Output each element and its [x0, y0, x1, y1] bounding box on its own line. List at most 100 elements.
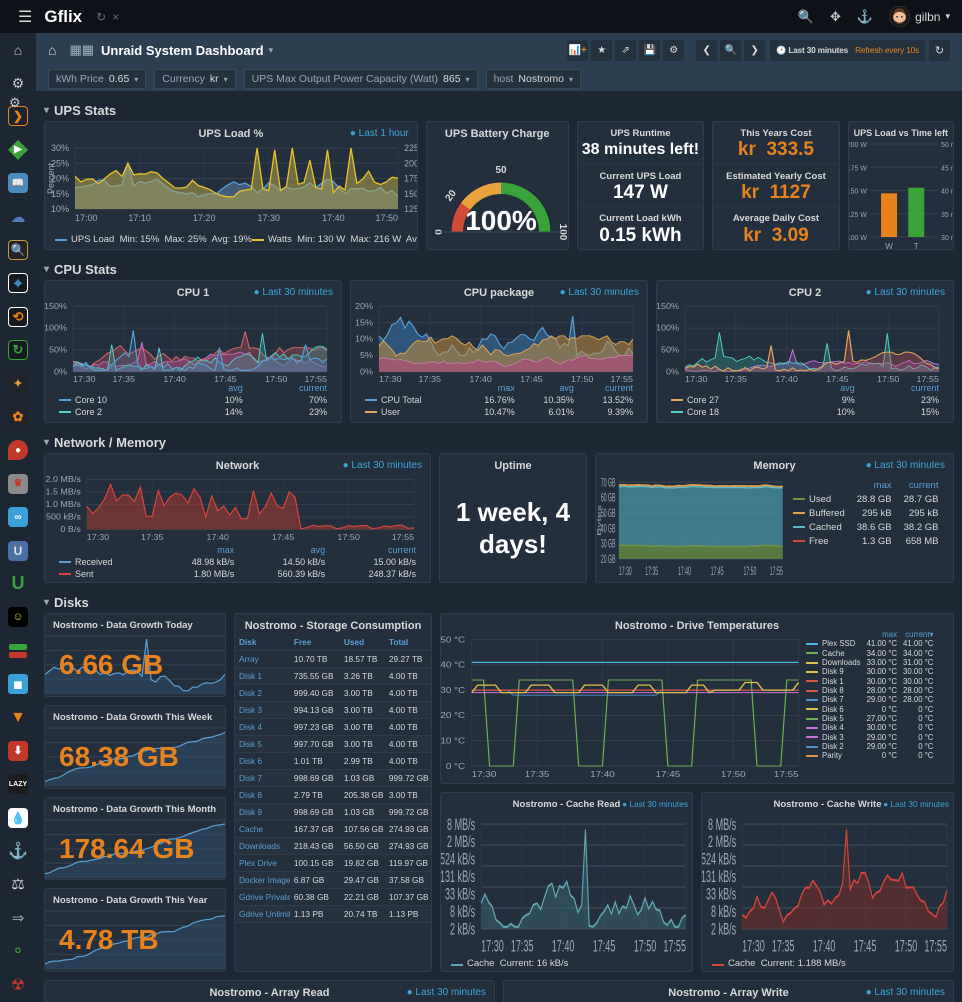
svg-text:50 °C: 50 °C: [441, 635, 466, 644]
svg-text:17:35: 17:35: [645, 565, 658, 578]
svg-text:200 W: 200 W: [404, 158, 418, 168]
svg-text:125 W: 125 W: [404, 204, 418, 214]
svg-text:17:10: 17:10: [128, 213, 151, 223]
svg-text:17:35: 17:35: [772, 936, 795, 955]
svg-text:Watts: Watts: [416, 167, 418, 190]
svg-text:17:55: 17:55: [774, 770, 799, 779]
svg-text:8 MB/s: 8 MB/s: [447, 815, 475, 834]
svg-text:17:45: 17:45: [854, 936, 877, 955]
svg-text:50%: 50%: [49, 345, 68, 354]
svg-text:17:30: 17:30: [258, 213, 281, 223]
svg-text:150 W: 150 W: [849, 189, 867, 196]
svg-text:0%: 0%: [666, 367, 680, 376]
svg-text:45 min: 45 min: [941, 165, 954, 172]
svg-text:70 GB: 70 GB: [601, 476, 616, 490]
svg-text:8 kB/s: 8 kB/s: [450, 902, 475, 921]
svg-text:50: 50: [495, 165, 507, 176]
svg-text:17:30: 17:30: [472, 770, 497, 779]
svg-text:17:00: 17:00: [75, 213, 98, 223]
svg-text:1.0 MB/s: 1.0 MB/s: [46, 500, 81, 509]
svg-text:225 W: 225 W: [404, 143, 418, 153]
svg-text:100%: 100%: [465, 205, 537, 236]
svg-text:17:55: 17:55: [770, 565, 783, 578]
svg-text:2 kB/s: 2 kB/s: [450, 919, 475, 938]
svg-text:17:30: 17:30: [742, 936, 765, 955]
svg-text:0 °C: 0 °C: [446, 761, 466, 770]
svg-text:35 min: 35 min: [941, 212, 954, 219]
svg-text:131 kB/s: 131 kB/s: [441, 867, 475, 886]
svg-text:50 GB: 50 GB: [601, 507, 616, 521]
svg-text:1.5 MB/s: 1.5 MB/s: [46, 487, 81, 496]
svg-text:175 W: 175 W: [849, 165, 867, 172]
svg-text:17:55: 17:55: [663, 936, 686, 955]
svg-text:20: 20: [443, 188, 459, 204]
svg-text:50%: 50%: [661, 345, 680, 354]
svg-text:17:20: 17:20: [193, 213, 216, 223]
svg-text:40 GB: 40 GB: [601, 522, 616, 536]
svg-text:20%: 20%: [355, 301, 374, 310]
svg-text:17:30: 17:30: [481, 936, 504, 955]
svg-text:Percent: Percent: [46, 162, 56, 194]
svg-text:500 kB/s: 500 kB/s: [46, 512, 81, 521]
svg-text:17:40: 17:40: [322, 213, 345, 223]
svg-text:17:45: 17:45: [656, 770, 681, 779]
svg-text:100%: 100%: [45, 323, 68, 332]
svg-text:524 kB/s: 524 kB/s: [702, 850, 736, 869]
svg-text:17:50: 17:50: [743, 565, 756, 578]
svg-text:17:30: 17:30: [87, 533, 110, 542]
svg-text:0 B/s: 0 B/s: [60, 525, 80, 534]
svg-text:2 MB/s: 2 MB/s: [708, 832, 736, 851]
svg-text:150%: 150%: [657, 301, 680, 310]
svg-text:Bytes: Bytes: [597, 505, 603, 536]
svg-text:17:45: 17:45: [711, 565, 724, 578]
svg-text:17:55: 17:55: [924, 936, 947, 955]
svg-text:20 GB: 20 GB: [601, 553, 616, 567]
svg-text:60 GB: 60 GB: [601, 491, 616, 505]
svg-text:5%: 5%: [360, 351, 374, 360]
svg-text:200 W: 200 W: [849, 142, 867, 149]
svg-text:17:50: 17:50: [337, 533, 360, 542]
svg-text:2 kB/s: 2 kB/s: [711, 919, 736, 938]
svg-text:17:30: 17:30: [619, 565, 632, 578]
svg-text:40 min: 40 min: [941, 189, 954, 196]
svg-text:17:55: 17:55: [392, 533, 415, 542]
svg-text:17:35: 17:35: [141, 533, 164, 542]
svg-text:150%: 150%: [45, 301, 68, 310]
svg-text:0%: 0%: [54, 367, 68, 376]
svg-text:2.0 MB/s: 2.0 MB/s: [46, 474, 81, 483]
svg-text:17:50: 17:50: [895, 936, 918, 955]
svg-text:17:45: 17:45: [272, 533, 295, 542]
svg-text:30 °C: 30 °C: [441, 686, 466, 695]
svg-text:50 min: 50 min: [941, 142, 954, 149]
svg-text:17:40: 17:40: [590, 770, 615, 779]
svg-text:30 GB: 30 GB: [601, 537, 616, 551]
svg-text:100%: 100%: [657, 323, 680, 332]
svg-text:131 kB/s: 131 kB/s: [702, 867, 736, 886]
svg-text:0%: 0%: [360, 367, 374, 376]
svg-text:33 kB/s: 33 kB/s: [706, 885, 736, 904]
svg-text:W: W: [885, 242, 893, 250]
svg-text:17:40: 17:40: [813, 936, 836, 955]
svg-text:30 min: 30 min: [941, 235, 954, 242]
svg-text:33 kB/s: 33 kB/s: [445, 885, 475, 904]
svg-text:17:50: 17:50: [375, 213, 398, 223]
svg-text:30%: 30%: [51, 143, 69, 153]
svg-text:20 °C: 20 °C: [441, 711, 466, 720]
svg-text:17:50: 17:50: [721, 770, 746, 779]
svg-text:17:35: 17:35: [525, 770, 550, 779]
svg-text:17:35: 17:35: [511, 936, 534, 955]
svg-text:10%: 10%: [51, 204, 69, 214]
svg-text:15%: 15%: [355, 318, 374, 327]
svg-text:40 °C: 40 °C: [441, 660, 466, 669]
svg-text:10%: 10%: [355, 334, 374, 343]
svg-text:17:50: 17:50: [634, 936, 657, 955]
svg-text:T: T: [914, 242, 919, 250]
svg-text:8 MB/s: 8 MB/s: [708, 815, 736, 834]
svg-text:17:40: 17:40: [678, 565, 691, 578]
svg-text:2 MB/s: 2 MB/s: [447, 832, 475, 851]
svg-text:17:40: 17:40: [207, 533, 230, 542]
svg-text:524 kB/s: 524 kB/s: [441, 850, 475, 869]
svg-text:125 W: 125 W: [849, 212, 867, 219]
svg-text:8 kB/s: 8 kB/s: [711, 902, 736, 921]
svg-text:17:45: 17:45: [593, 936, 616, 955]
